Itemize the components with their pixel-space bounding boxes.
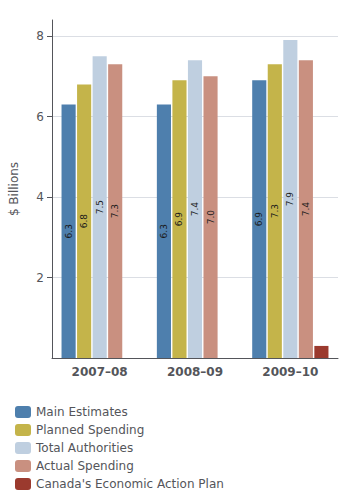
svg-text:7.4: 7.4 (301, 202, 311, 217)
svg-text:7.0: 7.0 (206, 210, 216, 225)
svg-text:Main Estimates: Main Estimates (36, 405, 128, 419)
svg-text:7.3: 7.3 (110, 204, 120, 218)
svg-text:6: 6 (36, 110, 44, 124)
svg-text:6.3: 6.3 (64, 224, 74, 238)
svg-text:2009–10: 2009–10 (262, 365, 318, 379)
svg-text:6.3: 6.3 (159, 224, 169, 238)
svg-text:6.8: 6.8 (79, 214, 89, 229)
svg-text:2007–08: 2007–08 (72, 365, 128, 379)
svg-text:6.9: 6.9 (254, 212, 264, 227)
svg-text:2: 2 (36, 271, 44, 285)
svg-text:6.9: 6.9 (174, 212, 184, 227)
svg-text:4: 4 (36, 190, 44, 204)
svg-text:7.5: 7.5 (95, 200, 105, 214)
svg-text:Total Authorities: Total Authorities (35, 441, 133, 455)
svg-text:7.9: 7.9 (285, 192, 295, 207)
svg-text:$ Billions: $ Billions (7, 162, 21, 216)
svg-text:8: 8 (36, 29, 44, 43)
svg-text:7.4: 7.4 (190, 202, 200, 217)
svg-text:Planned Spending: Planned Spending (36, 423, 144, 437)
svg-text:7.3: 7.3 (270, 204, 280, 218)
svg-text:Canada's Economic Action Plan: Canada's Economic Action Plan (36, 477, 224, 491)
svg-text:2008–09: 2008–09 (167, 365, 223, 379)
svg-text:Actual Spending: Actual Spending (36, 459, 134, 473)
